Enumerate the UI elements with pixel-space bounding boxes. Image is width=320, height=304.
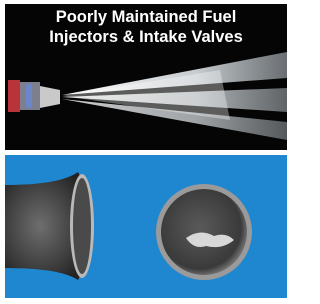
clogged-valve bbox=[5, 172, 94, 280]
page: Poorly Maintained Fuel Injectors & Intak… bbox=[0, 0, 292, 304]
clean-valve bbox=[156, 184, 252, 280]
title-line: Injectors & Intake Valves bbox=[49, 28, 243, 46]
title-line: Poorly Maintained Fuel bbox=[56, 8, 237, 26]
picture: Poorly Maintained Fuel Injectors & Intak… bbox=[0, 0, 292, 304]
